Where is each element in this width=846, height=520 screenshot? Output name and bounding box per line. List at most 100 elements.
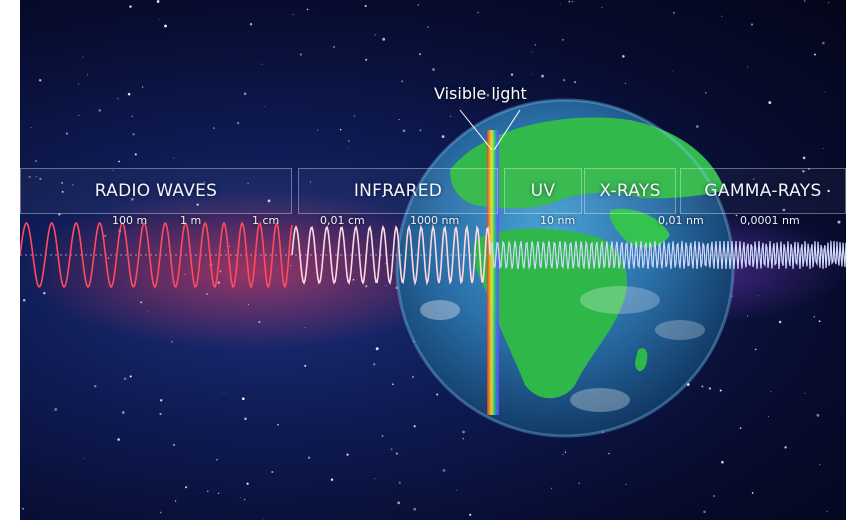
star — [112, 170, 114, 172]
star — [828, 2, 830, 4]
star — [236, 121, 240, 125]
star — [686, 383, 690, 386]
star — [39, 79, 42, 82]
star — [436, 393, 439, 396]
star — [134, 153, 137, 156]
star — [827, 189, 830, 193]
star — [78, 114, 80, 116]
star — [261, 63, 263, 65]
star — [564, 451, 567, 453]
star — [132, 133, 135, 136]
star — [826, 510, 828, 513]
band-radio-waves: RADIO WAVES — [20, 168, 292, 214]
star — [713, 495, 715, 497]
star — [217, 492, 220, 494]
star — [147, 310, 149, 312]
star — [573, 81, 577, 84]
star — [672, 70, 674, 72]
star — [131, 198, 134, 201]
star — [339, 129, 342, 131]
star — [277, 423, 279, 426]
star — [123, 377, 127, 381]
star — [127, 92, 131, 96]
star — [54, 408, 58, 411]
star — [770, 391, 772, 393]
star — [304, 364, 307, 367]
radio-wave-segment — [20, 221, 293, 289]
star — [495, 98, 498, 101]
band-label-gamma-rays: GAMMA-RAYS — [704, 181, 822, 201]
star — [22, 507, 25, 510]
star — [534, 44, 537, 46]
star — [129, 5, 132, 8]
star — [348, 147, 349, 149]
star — [174, 500, 177, 502]
star — [156, 0, 160, 3]
star — [768, 415, 770, 417]
star — [141, 86, 144, 88]
star — [816, 413, 820, 417]
star — [560, 3, 562, 5]
band-infrared: INFRARED — [298, 168, 498, 214]
star — [316, 129, 319, 131]
star — [61, 182, 63, 184]
star — [258, 321, 261, 324]
star — [247, 303, 249, 305]
band-uv: UV — [504, 168, 582, 214]
star — [551, 487, 552, 489]
band-gamma-rays: GAMMA-RAYS — [680, 168, 846, 214]
star — [541, 74, 544, 78]
star — [747, 66, 749, 68]
star — [346, 453, 349, 456]
star — [803, 0, 806, 2]
star — [216, 458, 219, 461]
star — [158, 18, 160, 20]
star — [695, 125, 699, 129]
star — [381, 435, 384, 437]
star — [249, 22, 253, 26]
star — [246, 482, 249, 485]
star — [419, 53, 422, 56]
star — [747, 315, 749, 317]
star — [808, 168, 810, 170]
star — [159, 412, 162, 415]
star — [330, 478, 334, 481]
star — [731, 295, 734, 297]
scale-label: 1 cm — [252, 214, 280, 227]
star — [173, 444, 176, 446]
star — [306, 8, 309, 11]
star — [159, 511, 162, 514]
star — [39, 177, 42, 180]
star — [372, 363, 376, 366]
star — [228, 246, 230, 247]
star — [510, 73, 514, 76]
star — [625, 484, 627, 485]
scale-label: 0,0001 nm — [740, 214, 800, 227]
star — [784, 446, 787, 449]
scale-label: 1000 nm — [410, 214, 460, 227]
star — [347, 139, 350, 142]
star — [622, 55, 625, 58]
spectrum-illustration: Visible light RADIO WAVES INFRARED UV X-… — [20, 0, 846, 520]
star — [35, 176, 37, 178]
star — [804, 392, 806, 394]
star — [290, 264, 292, 266]
star — [352, 278, 355, 281]
star — [778, 320, 782, 324]
star — [353, 115, 356, 117]
star — [304, 327, 306, 329]
star — [164, 24, 167, 28]
star — [212, 127, 215, 129]
star — [703, 510, 706, 514]
star — [531, 73, 533, 75]
star — [61, 190, 64, 193]
star — [267, 199, 271, 203]
star — [86, 74, 89, 76]
band-label-radio-waves: RADIO WAVES — [94, 181, 218, 201]
star — [224, 250, 226, 252]
star — [397, 501, 401, 505]
star — [721, 460, 724, 464]
star — [802, 170, 805, 173]
radio-glow — [20, 190, 480, 350]
visible-light-label: Visible light — [434, 84, 527, 103]
